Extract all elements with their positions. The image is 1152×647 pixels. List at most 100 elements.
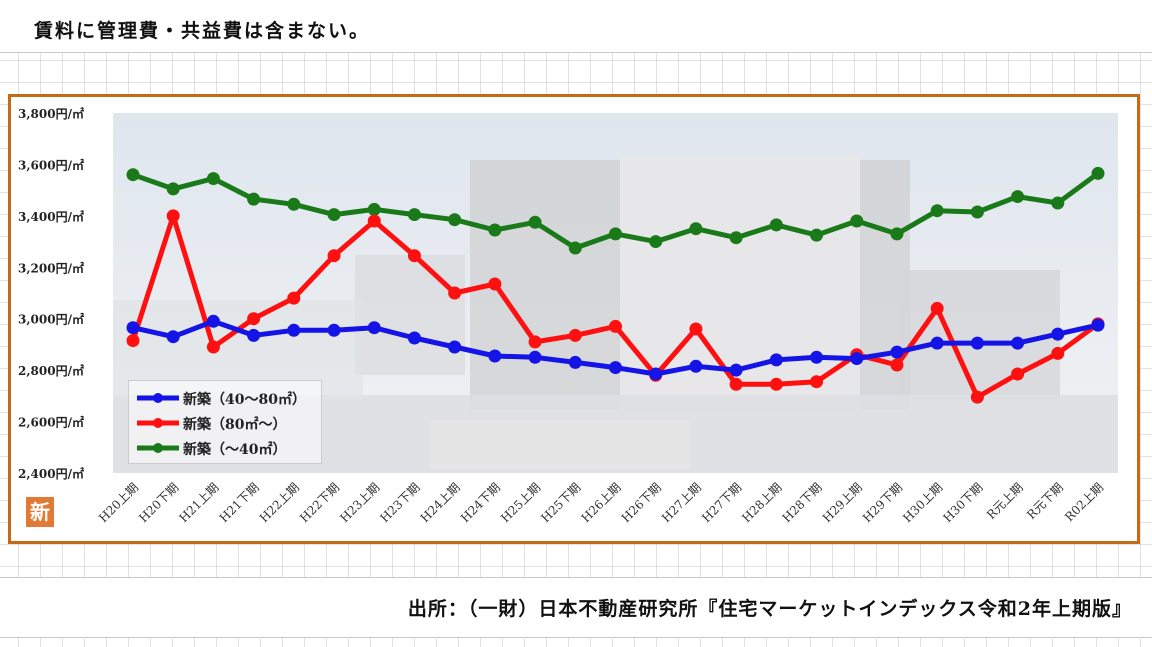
y-tick-label: 3,800円/㎡: [18, 106, 84, 121]
data-point: [769, 218, 783, 232]
data-point: [1051, 346, 1065, 360]
x-tick-label: R元上期: [984, 480, 1026, 522]
y-tick-label: 3,000円/㎡: [18, 312, 84, 327]
series-0: [126, 314, 1105, 381]
data-point: [448, 286, 462, 300]
x-tick-label: R02上期: [1062, 480, 1106, 524]
data-point: [488, 349, 502, 363]
x-tick-label: H26下期: [619, 480, 664, 525]
y-axis: 2,400円/㎡ 2,600円/㎡ 2,800円/㎡ 3,000円/㎡ 3,200円/㎡…: [18, 106, 84, 481]
data-point: [327, 323, 341, 337]
x-tick-label: H29上期: [820, 480, 865, 525]
data-point: [769, 377, 783, 391]
x-tick-label: H27下期: [699, 480, 744, 525]
data-point: [1091, 166, 1105, 180]
data-point: [126, 321, 140, 335]
data-point: [689, 322, 703, 336]
legend: 新築（40～80㎡） 新築（80㎡～） 新築（～40㎡）: [128, 380, 322, 464]
x-tick-label: H30上期: [900, 480, 945, 525]
data-point: [689, 359, 703, 373]
data-point: [166, 330, 180, 344]
legend-label: 新築（80㎡～）: [183, 417, 287, 433]
data-point: [327, 249, 341, 263]
data-point: [930, 301, 944, 315]
data-point: [970, 336, 984, 350]
data-point: [247, 328, 261, 342]
data-point: [126, 334, 140, 348]
x-tick-label: H25上期: [498, 480, 543, 525]
y-tick-label: 2,400円/㎡: [18, 466, 84, 481]
data-point: [609, 319, 622, 333]
x-tick-label: H27上期: [659, 480, 704, 525]
x-tick-label: H30下期: [940, 480, 985, 525]
data-point: [1011, 336, 1025, 350]
data-point: [528, 215, 542, 229]
data-point: [488, 277, 502, 291]
data-point: [850, 214, 864, 228]
y-tick-label: 2,800円/㎡: [18, 363, 84, 378]
x-tick-label: H24下期: [458, 480, 503, 525]
data-point: [327, 208, 341, 222]
data-point: [367, 321, 381, 335]
rule: [0, 577, 1152, 578]
data-point: [609, 227, 622, 241]
data-point: [970, 205, 984, 219]
legend-label: 新築（40～80㎡）: [183, 392, 306, 408]
data-point: [287, 291, 301, 305]
data-point: [970, 390, 984, 404]
x-tick-label: H21下期: [217, 480, 262, 525]
data-point: [528, 335, 542, 349]
rule: [0, 52, 1152, 53]
data-point: [528, 350, 542, 364]
y-tick-label: 3,600円/㎡: [18, 157, 84, 172]
new-badge: 新: [26, 497, 54, 527]
data-point: [247, 312, 261, 326]
legend-swatch-red: [137, 418, 179, 428]
data-point: [1091, 318, 1105, 332]
data-point: [649, 235, 663, 249]
data-point: [448, 340, 462, 354]
data-point: [407, 331, 421, 345]
data-point: [568, 328, 582, 342]
source-citation: 出所：（一財）日本不動産研究所『住宅マーケットインデックス令和2年上期版』: [407, 598, 1132, 620]
data-point: [1011, 190, 1025, 204]
data-point: [890, 358, 904, 372]
data-point: [810, 228, 824, 242]
data-point: [609, 361, 622, 375]
header-band: [0, 0, 1152, 52]
rent-note: 賃料に管理費・共益費は含まない。: [34, 20, 371, 42]
data-point: [407, 249, 421, 263]
data-point: [729, 231, 743, 245]
legend-swatch-green: [137, 443, 179, 453]
data-point: [367, 214, 381, 228]
data-point: [206, 172, 220, 186]
x-axis: H20上期H20下期H21上期H21下期H22上期H22下期H23上期H23下期…: [96, 480, 1106, 525]
data-point: [890, 227, 904, 241]
data-point: [247, 192, 261, 206]
legend-swatch-blue: [137, 393, 179, 403]
x-tick-label: H22下期: [297, 480, 342, 525]
x-tick-label: H22上期: [257, 480, 302, 525]
y-tick-label: 3,400円/㎡: [18, 209, 84, 224]
data-point: [1051, 196, 1065, 210]
data-point: [287, 197, 301, 211]
data-point: [649, 367, 663, 381]
x-tick-label: R元下期: [1024, 480, 1066, 522]
y-tick-label: 2,600円/㎡: [18, 415, 84, 430]
legend-label: 新築（～40㎡）: [183, 442, 287, 458]
data-point: [689, 222, 703, 236]
data-point: [367, 202, 381, 216]
x-tick-label: H28下期: [780, 480, 825, 525]
rule: [0, 637, 1152, 638]
series-2: [126, 166, 1105, 255]
data-point: [206, 314, 220, 328]
series-lines: [126, 166, 1105, 404]
x-tick-label: H25下期: [538, 480, 583, 525]
data-point: [930, 336, 944, 350]
data-point: [810, 350, 824, 364]
data-point: [810, 375, 824, 389]
footer-band: [0, 577, 1152, 637]
data-point: [407, 208, 421, 222]
data-point: [1011, 367, 1025, 381]
